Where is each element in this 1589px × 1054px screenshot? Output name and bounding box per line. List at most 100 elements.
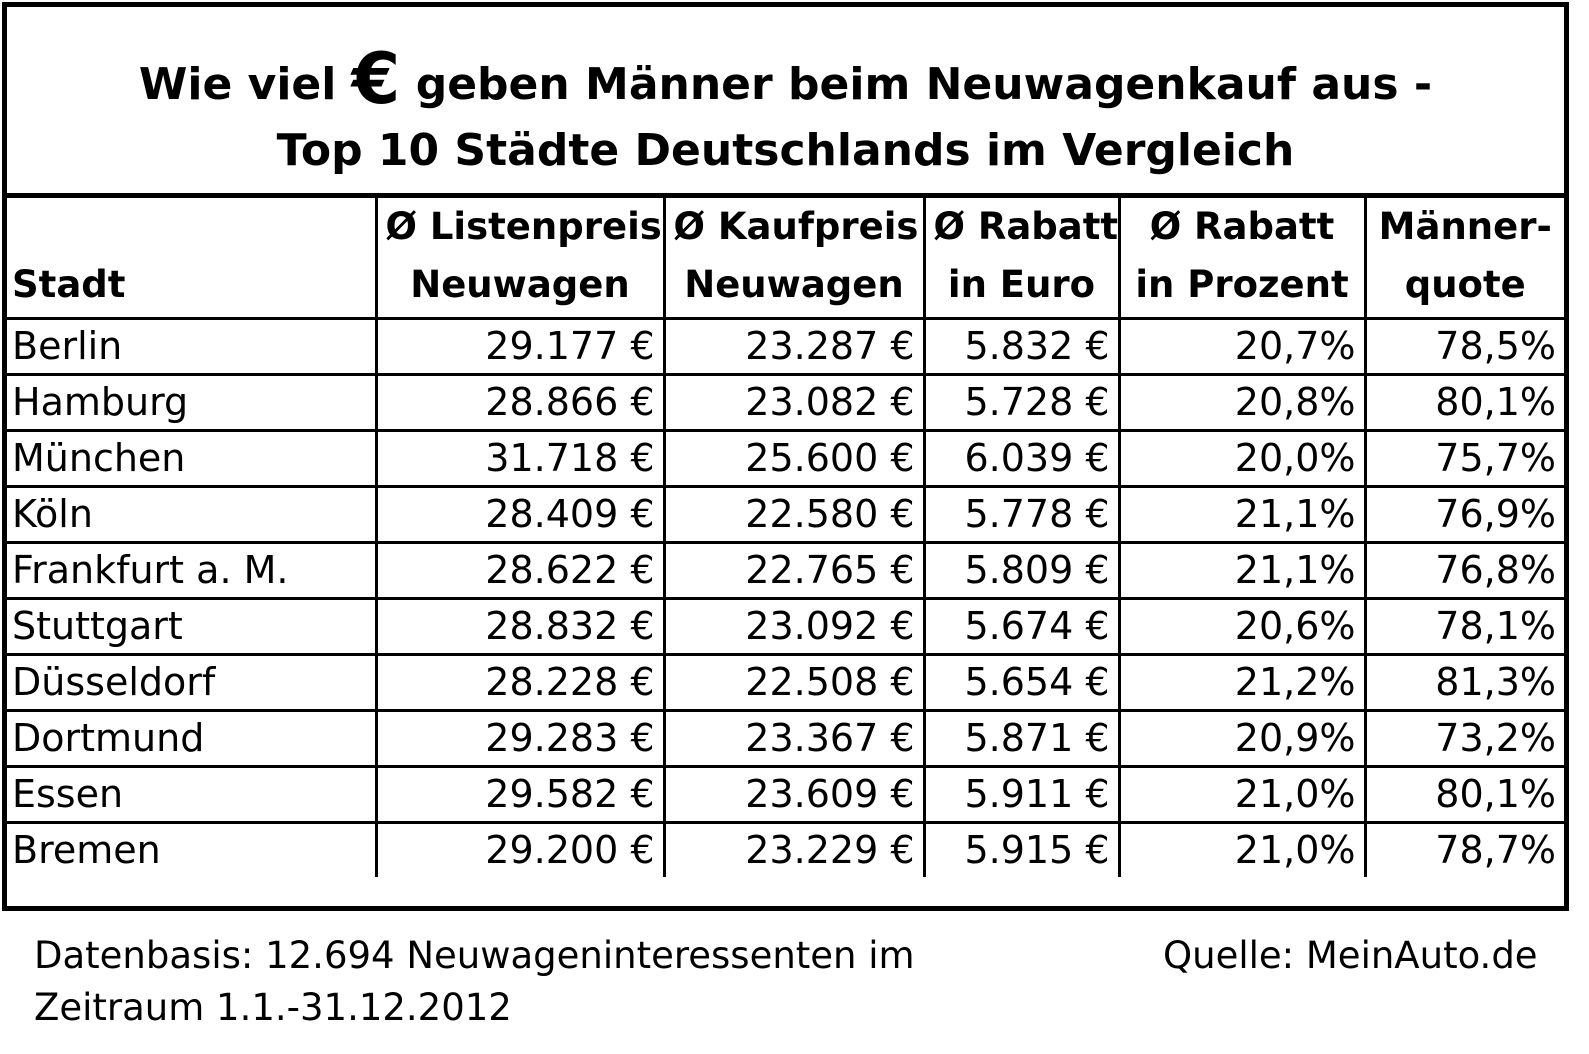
column-header-line-2: Neuwagen bbox=[684, 263, 904, 306]
value-cell: 20,0% bbox=[1117, 429, 1367, 488]
table-row: Hamburg 28.866 €23.082 €5.728 €20,8% 80,1% bbox=[7, 373, 1564, 432]
table-frame: Wie viel € geben Männer beim Neuwagenkau… bbox=[2, 2, 1569, 911]
value-cell: 25.600 € bbox=[662, 429, 926, 488]
value-cell: 23.229 € bbox=[662, 821, 926, 877]
value-cell: 20,8% bbox=[1117, 373, 1367, 432]
value-cell: 5.654 € bbox=[922, 653, 1121, 712]
value-cell: 81,3% bbox=[1363, 653, 1564, 712]
value-cell: 22.508 € bbox=[662, 653, 926, 712]
table-row: München 31.718 €25.600 €6.039 €20,0% 75,7% bbox=[7, 429, 1564, 488]
value-cell: 23.609 € bbox=[662, 765, 926, 824]
column-header-line-1: Ø Rabatt bbox=[1149, 205, 1335, 248]
value-cell: 5.911 € bbox=[922, 765, 1121, 824]
city-cell: Hamburg bbox=[7, 373, 378, 432]
column-header: Stadt bbox=[7, 198, 378, 320]
title-suffix: geben Männer beim Neuwagenkauf aus - bbox=[415, 59, 1433, 110]
value-cell: 28.409 € bbox=[374, 485, 666, 544]
city-cell: Dortmund bbox=[7, 709, 378, 768]
city-cell: Köln bbox=[7, 485, 378, 544]
value-cell: 21,1% bbox=[1117, 541, 1367, 600]
value-cell: 75,7% bbox=[1363, 429, 1564, 488]
value-cell: 80,1% bbox=[1363, 765, 1564, 824]
value-cell: 20,7% bbox=[1117, 317, 1367, 376]
value-cell: 28.622 € bbox=[374, 541, 666, 600]
value-cell: 21,2% bbox=[1117, 653, 1367, 712]
city-cell: Essen bbox=[7, 765, 378, 824]
value-cell: 73,2% bbox=[1363, 709, 1564, 768]
value-cell: 20,9% bbox=[1117, 709, 1367, 768]
value-cell: 5.915 € bbox=[922, 821, 1121, 877]
value-cell: 29.177 € bbox=[374, 317, 666, 376]
data-basis-note: Datenbasis: 12.694 Neuwageninteressenten… bbox=[34, 930, 915, 1034]
value-cell: 28.832 € bbox=[374, 597, 666, 656]
value-cell: 80,1% bbox=[1363, 373, 1564, 432]
value-cell: 5.728 € bbox=[922, 373, 1121, 432]
column-header-line-1: Ø Listenpreis bbox=[385, 205, 662, 248]
column-header: Ø Rabatt in Euro bbox=[922, 198, 1121, 320]
value-cell: 21,0% bbox=[1117, 821, 1367, 877]
chart-title-line-1: Wie viel € geben Männer beim Neuwagenkau… bbox=[7, 44, 1564, 114]
value-cell: 23.367 € bbox=[662, 709, 926, 768]
title-box: Wie viel € geben Männer beim Neuwagenkau… bbox=[7, 7, 1564, 198]
value-cell: 31.718 € bbox=[374, 429, 666, 488]
value-cell: 20,6% bbox=[1117, 597, 1367, 656]
value-cell: 29.200 € bbox=[374, 821, 666, 877]
column-header-line-1 bbox=[12, 198, 367, 256]
value-cell: 23.082 € bbox=[662, 373, 926, 432]
value-cell: 28.866 € bbox=[374, 373, 666, 432]
city-cell: München bbox=[7, 429, 378, 488]
table-row: Frankfurt a. M. 28.622 €22.765 €5.809 €21… bbox=[7, 541, 1564, 600]
column-header-line-2: Neuwagen bbox=[410, 263, 630, 306]
value-cell: 5.674 € bbox=[922, 597, 1121, 656]
value-cell: 5.778 € bbox=[922, 485, 1121, 544]
city-cell: Berlin bbox=[7, 317, 378, 376]
table-row: Köln 28.409 €22.580 €5.778 €21,1% 76,9% bbox=[7, 485, 1564, 544]
column-header-line-1: Ø Rabatt bbox=[933, 205, 1119, 248]
column-header-line-1: Ø Kaufpreis bbox=[673, 205, 919, 248]
value-cell: 28.228 € bbox=[374, 653, 666, 712]
table-body: Berlin 29.177 €23.287 €5.832 €20,7% 78,5% H… bbox=[7, 317, 1564, 877]
value-cell: 5.871 € bbox=[922, 709, 1121, 768]
city-cell: Frankfurt a. M. bbox=[7, 541, 378, 600]
value-cell: 22.580 € bbox=[662, 485, 926, 544]
source-label: Quelle: MeinAuto.de bbox=[1163, 934, 1538, 977]
column-header-line-2: Stadt bbox=[12, 263, 126, 306]
data-basis-line-1: Datenbasis: 12.694 Neuwageninteressenten… bbox=[34, 934, 915, 977]
table-row: Düsseldorf 28.228 €22.508 €5.654 €21,2% 81… bbox=[7, 653, 1564, 712]
column-header-line-1: Männer- bbox=[1378, 205, 1552, 248]
column-header-line-2: in Euro bbox=[947, 263, 1096, 306]
table-row: Bremen 29.200 €23.229 €5.915 €21,0% 78,7% bbox=[7, 821, 1564, 877]
column-header: Ø Kaufpreis Neuwagen bbox=[662, 198, 926, 320]
value-cell: 23.092 € bbox=[662, 597, 926, 656]
city-cell: Bremen bbox=[7, 821, 378, 877]
value-cell: 76,8% bbox=[1363, 541, 1564, 600]
value-cell: 5.832 € bbox=[922, 317, 1121, 376]
table-row: Stuttgart 28.832 €23.092 €5.674 €20,6% 78,… bbox=[7, 597, 1564, 656]
value-cell: 29.582 € bbox=[374, 765, 666, 824]
city-cell: Stuttgart bbox=[7, 597, 378, 656]
table-row: Dortmund 29.283 €23.367 €5.871 €20,9% 73,2… bbox=[7, 709, 1564, 768]
column-header: Ø Rabatt in Prozent bbox=[1117, 198, 1367, 320]
value-cell: 76,9% bbox=[1363, 485, 1564, 544]
value-cell: 21,0% bbox=[1117, 765, 1367, 824]
data-basis-line-2: Zeitraum 1.1.-31.12.2012 bbox=[34, 986, 512, 1029]
value-cell: 21,1% bbox=[1117, 485, 1367, 544]
city-cell: Düsseldorf bbox=[7, 653, 378, 712]
euro-symbol: € bbox=[351, 38, 401, 120]
table-header-row: Stadt Ø Listenpreis Neuwagen Ø Kaufpreis Neu… bbox=[7, 198, 1564, 320]
column-header-line-2: in Prozent bbox=[1135, 263, 1349, 306]
value-cell: 22.765 € bbox=[662, 541, 926, 600]
value-cell: 78,1% bbox=[1363, 597, 1564, 656]
value-cell: 78,5% bbox=[1363, 317, 1564, 376]
chart-title-line-2: Top 10 Städte Deutschlands im Vergleich bbox=[276, 125, 1295, 176]
table-row: Berlin 29.177 €23.287 €5.832 €20,7% 78,5% bbox=[7, 317, 1564, 376]
column-header: Ø Listenpreis Neuwagen bbox=[374, 198, 666, 320]
column-header: Männer-quote bbox=[1363, 198, 1564, 320]
value-cell: 6.039 € bbox=[922, 429, 1121, 488]
column-header-line-2: quote bbox=[1404, 263, 1526, 306]
value-cell: 78,7% bbox=[1363, 821, 1564, 877]
table-row: Essen 29.582 €23.609 €5.911 €21,0% 80,1% bbox=[7, 765, 1564, 824]
value-cell: 23.287 € bbox=[662, 317, 926, 376]
value-cell: 5.809 € bbox=[922, 541, 1121, 600]
data-table: Stadt Ø Listenpreis Neuwagen Ø Kaufpreis Neu… bbox=[7, 198, 1564, 877]
